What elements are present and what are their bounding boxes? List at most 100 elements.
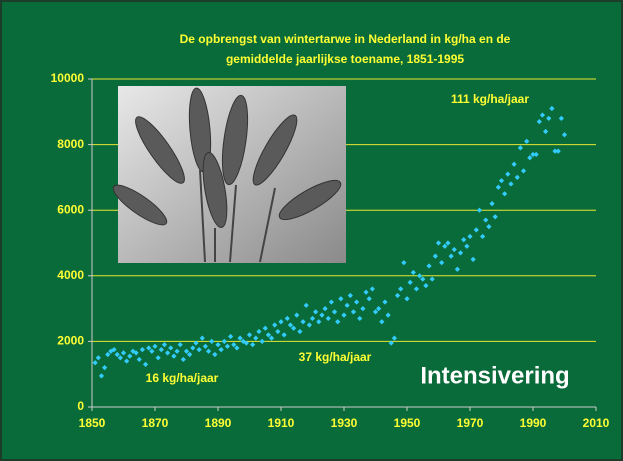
- point: [524, 138, 530, 144]
- point: [250, 342, 256, 348]
- y-tick-label: 10000: [51, 71, 85, 85]
- y-tick-label: 4000: [57, 268, 84, 282]
- annotation: 111 kg/ha/jaar: [451, 92, 529, 106]
- point: [234, 345, 240, 351]
- point: [394, 292, 401, 299]
- point: [527, 155, 533, 161]
- point: [275, 328, 281, 335]
- x-tick-label: 1930: [331, 416, 358, 430]
- point: [350, 309, 357, 315]
- point: [363, 289, 369, 295]
- point: [196, 347, 202, 353]
- point: [508, 181, 514, 187]
- point: [382, 299, 388, 305]
- point: [199, 335, 205, 341]
- point: [142, 361, 149, 367]
- point: [243, 340, 249, 346]
- x-tick-label: 1950: [394, 416, 421, 430]
- point: [228, 333, 234, 340]
- point: [262, 325, 268, 331]
- point: [259, 338, 265, 344]
- point: [139, 347, 145, 353]
- point: [451, 246, 457, 253]
- x-tick-label: 1990: [520, 416, 547, 430]
- point: [539, 112, 546, 118]
- point: [457, 250, 464, 256]
- point: [316, 319, 322, 325]
- point: [146, 345, 152, 351]
- point: [549, 105, 555, 112]
- point: [180, 356, 186, 363]
- point: [372, 309, 379, 315]
- point: [338, 296, 344, 302]
- wheat-photo: [112, 86, 346, 263]
- point: [495, 184, 501, 190]
- point: [190, 345, 196, 351]
- point: [265, 332, 271, 338]
- point: [376, 306, 382, 312]
- point: [439, 260, 445, 266]
- point: [546, 115, 552, 121]
- point: [498, 178, 505, 184]
- point: [209, 338, 215, 344]
- point: [486, 224, 492, 230]
- point: [313, 309, 319, 315]
- point: [328, 299, 334, 305]
- point: [187, 351, 193, 358]
- point: [413, 286, 420, 292]
- point: [268, 335, 275, 341]
- point: [168, 345, 174, 351]
- point: [445, 240, 451, 246]
- point: [231, 342, 237, 348]
- point: [461, 237, 467, 243]
- chart-title: De opbrengst van wintertarwe in Nederlan…: [180, 32, 511, 46]
- point: [224, 343, 231, 349]
- point: [341, 312, 347, 318]
- point: [511, 161, 517, 167]
- x-tick-label: 1870: [142, 416, 169, 430]
- point: [105, 351, 111, 358]
- point: [306, 322, 312, 328]
- point: [133, 350, 139, 356]
- point: [417, 273, 423, 279]
- point: [127, 353, 133, 359]
- point: [429, 276, 435, 282]
- point: [124, 358, 130, 364]
- point: [300, 319, 306, 325]
- point: [533, 151, 539, 158]
- point: [256, 328, 262, 335]
- point: [111, 347, 117, 353]
- point: [297, 328, 303, 335]
- point: [319, 312, 325, 318]
- point: [120, 350, 127, 356]
- point: [294, 312, 300, 318]
- point: [158, 347, 164, 353]
- point: [287, 322, 294, 328]
- point: [360, 306, 366, 312]
- point: [473, 227, 479, 233]
- point: [215, 342, 221, 348]
- point: [291, 325, 297, 331]
- point: [237, 335, 243, 341]
- point: [435, 240, 442, 246]
- point: [218, 347, 224, 353]
- point: [322, 306, 328, 312]
- point: [492, 214, 498, 220]
- point: [517, 145, 523, 151]
- point: [212, 351, 218, 358]
- point: [561, 132, 568, 138]
- y-tick-label: 6000: [57, 202, 84, 216]
- point: [136, 356, 142, 363]
- point: [420, 276, 426, 282]
- point: [385, 312, 391, 318]
- point: [303, 302, 309, 308]
- point: [464, 243, 470, 249]
- point: [514, 174, 520, 180]
- point: [379, 319, 385, 325]
- point: [366, 296, 372, 302]
- point: [165, 350, 171, 356]
- point: [404, 296, 410, 302]
- x-tick-label: 1850: [79, 416, 106, 430]
- point: [152, 343, 158, 349]
